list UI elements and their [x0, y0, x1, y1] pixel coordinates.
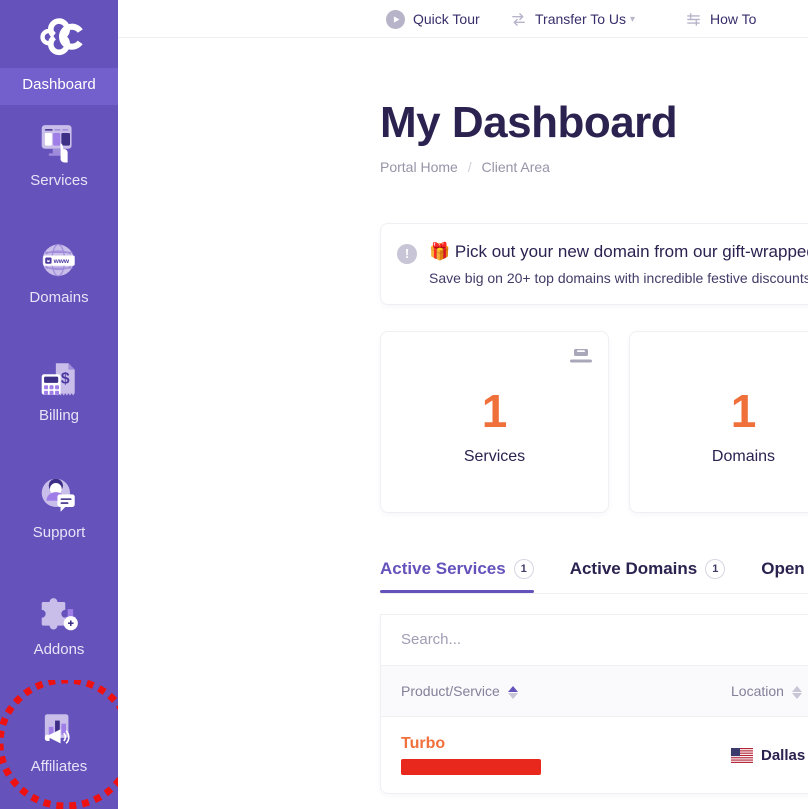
svg-text:www: www [53, 258, 70, 265]
svg-text:$: $ [61, 370, 70, 387]
